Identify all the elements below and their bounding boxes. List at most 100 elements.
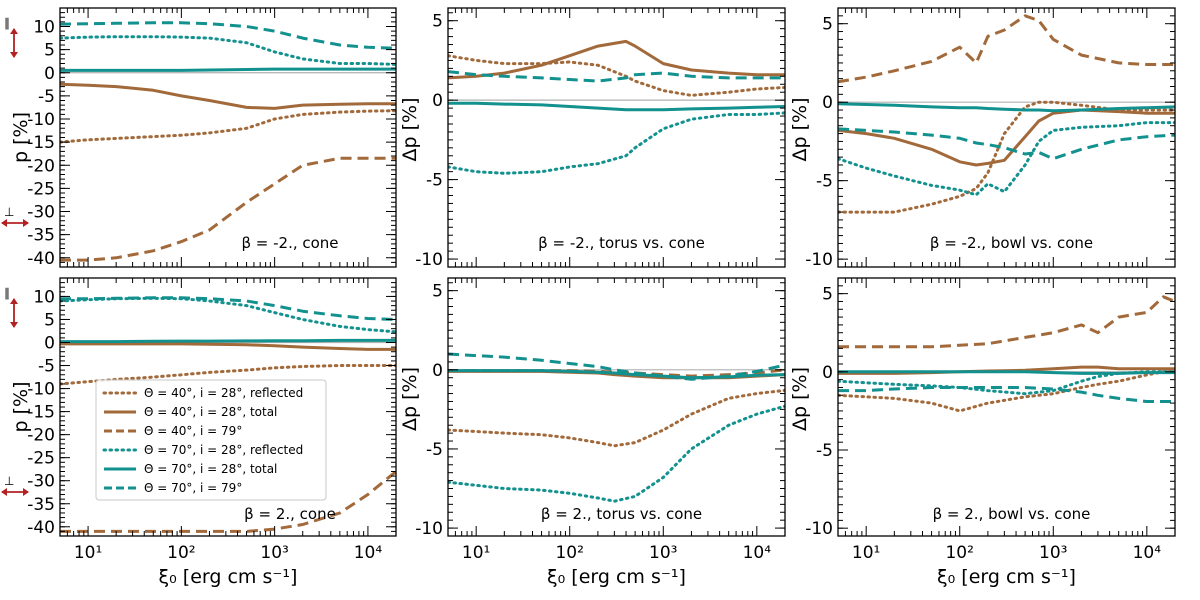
y-axis-label: p [%] bbox=[10, 112, 32, 163]
legend-label: Θ = 40°, i = 79° bbox=[144, 424, 242, 438]
series-theta40-i28-total bbox=[448, 39, 785, 80]
panel-title: β = -2., torus vs. cone bbox=[538, 234, 705, 252]
y-tick-label: -5 bbox=[38, 87, 55, 107]
series-theta40-i79 bbox=[838, 14, 1175, 84]
panel-p01: 5 0 -5 -10 Δp [%] β = -2., torus vs. cone bbox=[399, 7, 786, 270]
y-axis-label: Δp [%] bbox=[399, 98, 421, 162]
series-theta70-i79 bbox=[60, 296, 396, 321]
panel-title: β = 2., cone bbox=[244, 505, 336, 523]
x-tick-label: 10² bbox=[167, 543, 195, 563]
perp-symbol: ⊥ bbox=[4, 474, 14, 488]
series-theta40-i79 bbox=[60, 470, 396, 533]
x-tick-label: 10¹ bbox=[852, 543, 880, 563]
series-theta70-i28-total bbox=[838, 370, 1175, 375]
panel-title: β = 2., torus vs. cone bbox=[541, 505, 702, 523]
axes-frame bbox=[59, 7, 397, 268]
series-theta70-i79 bbox=[60, 21, 396, 50]
series-theta40-i28-reflected bbox=[838, 370, 1175, 413]
axes-frame bbox=[447, 277, 786, 537]
series-theta40-i28-reflected bbox=[448, 54, 785, 97]
legend-label: Θ = 70°, i = 28°, reflected bbox=[144, 443, 303, 457]
series-theta70-i79 bbox=[838, 127, 1175, 161]
legend-label: Θ = 70°, i = 79° bbox=[144, 481, 242, 495]
series-theta40-i28-reflected bbox=[60, 364, 396, 386]
y-tick-label: -5 bbox=[38, 357, 55, 377]
series-theta40-i28-reflected bbox=[448, 388, 785, 448]
y-tick-label: 0 bbox=[822, 93, 833, 113]
series-theta70-i28-reflected bbox=[448, 404, 785, 503]
axes-frame bbox=[837, 7, 1176, 268]
y-tick-label: 5 bbox=[822, 15, 833, 35]
y-tick-label: -40 bbox=[27, 249, 55, 269]
y-tick-label: 0 bbox=[432, 361, 443, 381]
x-axis-label: ξ₀ [erg cm s⁻¹] bbox=[937, 566, 1076, 588]
legend-label: Θ = 70°, i = 28°, total bbox=[144, 462, 277, 476]
y-tick-label: -5 bbox=[816, 172, 833, 192]
x-tick-label: 10² bbox=[945, 543, 973, 563]
y-tick-label: -25 bbox=[27, 179, 55, 199]
x-tick-label: 10³ bbox=[649, 543, 677, 563]
arrow-head-icon bbox=[1, 219, 7, 227]
x-axis-label: ξ₀ [erg cm s⁻¹] bbox=[547, 566, 686, 588]
y-tick-label: -35 bbox=[27, 226, 55, 246]
y-tick-label: -30 bbox=[27, 203, 55, 223]
arrow-head-icon bbox=[23, 488, 29, 496]
x-tick-label: 10¹ bbox=[462, 543, 490, 563]
y-tick-label: 10 bbox=[33, 287, 55, 307]
x-tick-label: 10² bbox=[555, 543, 583, 563]
y-tick-label: -20 bbox=[27, 426, 55, 446]
series-theta70-i28-reflected bbox=[60, 296, 396, 334]
arrow-head-icon bbox=[23, 219, 29, 227]
y-tick-label: -25 bbox=[27, 449, 55, 469]
series-theta40-i79 bbox=[60, 156, 396, 262]
y-tick-label: -35 bbox=[27, 495, 55, 515]
y-tick-label: 5 bbox=[44, 41, 55, 61]
y-tick-label: -10 bbox=[415, 250, 443, 270]
series-theta70-i28-reflected bbox=[448, 111, 785, 175]
panel-title: β = 2., bowl vs. cone bbox=[933, 505, 1091, 523]
panel-title: β = -2., bowl vs. cone bbox=[930, 234, 1093, 252]
x-tick-label: 10³ bbox=[1039, 543, 1067, 563]
y-tick-label: 5 bbox=[822, 285, 833, 305]
y-tick-label: 5 bbox=[44, 310, 55, 330]
panel-p12: 10¹ 10² 10³ 10⁴ ξ₀ [erg cm s⁻¹] 5 0 -5 -10 Δp [%]… bbox=[789, 277, 1176, 588]
series-theta70-i28-total bbox=[838, 102, 1175, 113]
y-tick-label: 0 bbox=[44, 64, 55, 84]
parallel-symbol: ∥ bbox=[4, 16, 10, 30]
series-theta70-i28-reflected bbox=[60, 35, 396, 66]
arrow-head-icon bbox=[10, 28, 18, 34]
arrow-head-icon bbox=[10, 52, 18, 58]
series-theta70-i28-total bbox=[60, 338, 396, 344]
x-tick-label: 10⁴ bbox=[743, 543, 772, 563]
series-theta40-i28-total bbox=[60, 342, 396, 351]
x-axis-label: ξ₀ [erg cm s⁻¹] bbox=[159, 566, 298, 588]
axes-frame bbox=[837, 277, 1176, 537]
legend-box bbox=[95, 379, 327, 501]
panel-p11: 10¹ 10² 10³ 10⁴ ξ₀ [erg cm s⁻¹] 5 0 -5 -10 Δp [%]… bbox=[399, 277, 786, 588]
series-theta70-i28-reflected bbox=[838, 121, 1175, 197]
series-theta70-i28-total bbox=[448, 101, 785, 112]
series-theta70-i79 bbox=[838, 386, 1175, 403]
y-tick-label: -5 bbox=[426, 440, 443, 460]
y-axis-label: p [%] bbox=[10, 382, 32, 433]
panel-title: β = -2., cone bbox=[241, 234, 338, 252]
y-tick-label: -5 bbox=[426, 171, 443, 191]
y-tick-label: -10 bbox=[27, 380, 55, 400]
y-tick-label: 0 bbox=[44, 334, 55, 354]
y-axis-label: Δp [%] bbox=[789, 98, 811, 162]
series-theta70-i79 bbox=[448, 70, 785, 83]
legend-label: Θ = 40°, i = 28°, reflected bbox=[144, 386, 303, 400]
x-tick-label: 10³ bbox=[260, 543, 288, 563]
y-axis-label: Δp [%] bbox=[789, 367, 811, 431]
series-theta70-i79 bbox=[448, 352, 785, 381]
y-tick-label: 5 bbox=[432, 12, 443, 32]
y-tick-label: 5 bbox=[432, 282, 443, 302]
parallel-symbol: ∥ bbox=[4, 286, 10, 300]
panel-p00: 10 5 0 -5 -10 -15 -20 -25 -30 -35 -40 p [%] β = -2.,… bbox=[1, 7, 397, 269]
y-tick-label: -5 bbox=[816, 441, 833, 461]
series-theta40-i79 bbox=[838, 295, 1175, 349]
arrow-head-icon bbox=[1, 488, 7, 496]
panel-p10: 10¹ 10² 10³ 10⁴ ξ₀ [erg cm s⁻¹] 10 5 0 -5 -10 -15 -… bbox=[1, 277, 397, 588]
perp-symbol: ⊥ bbox=[4, 205, 14, 219]
